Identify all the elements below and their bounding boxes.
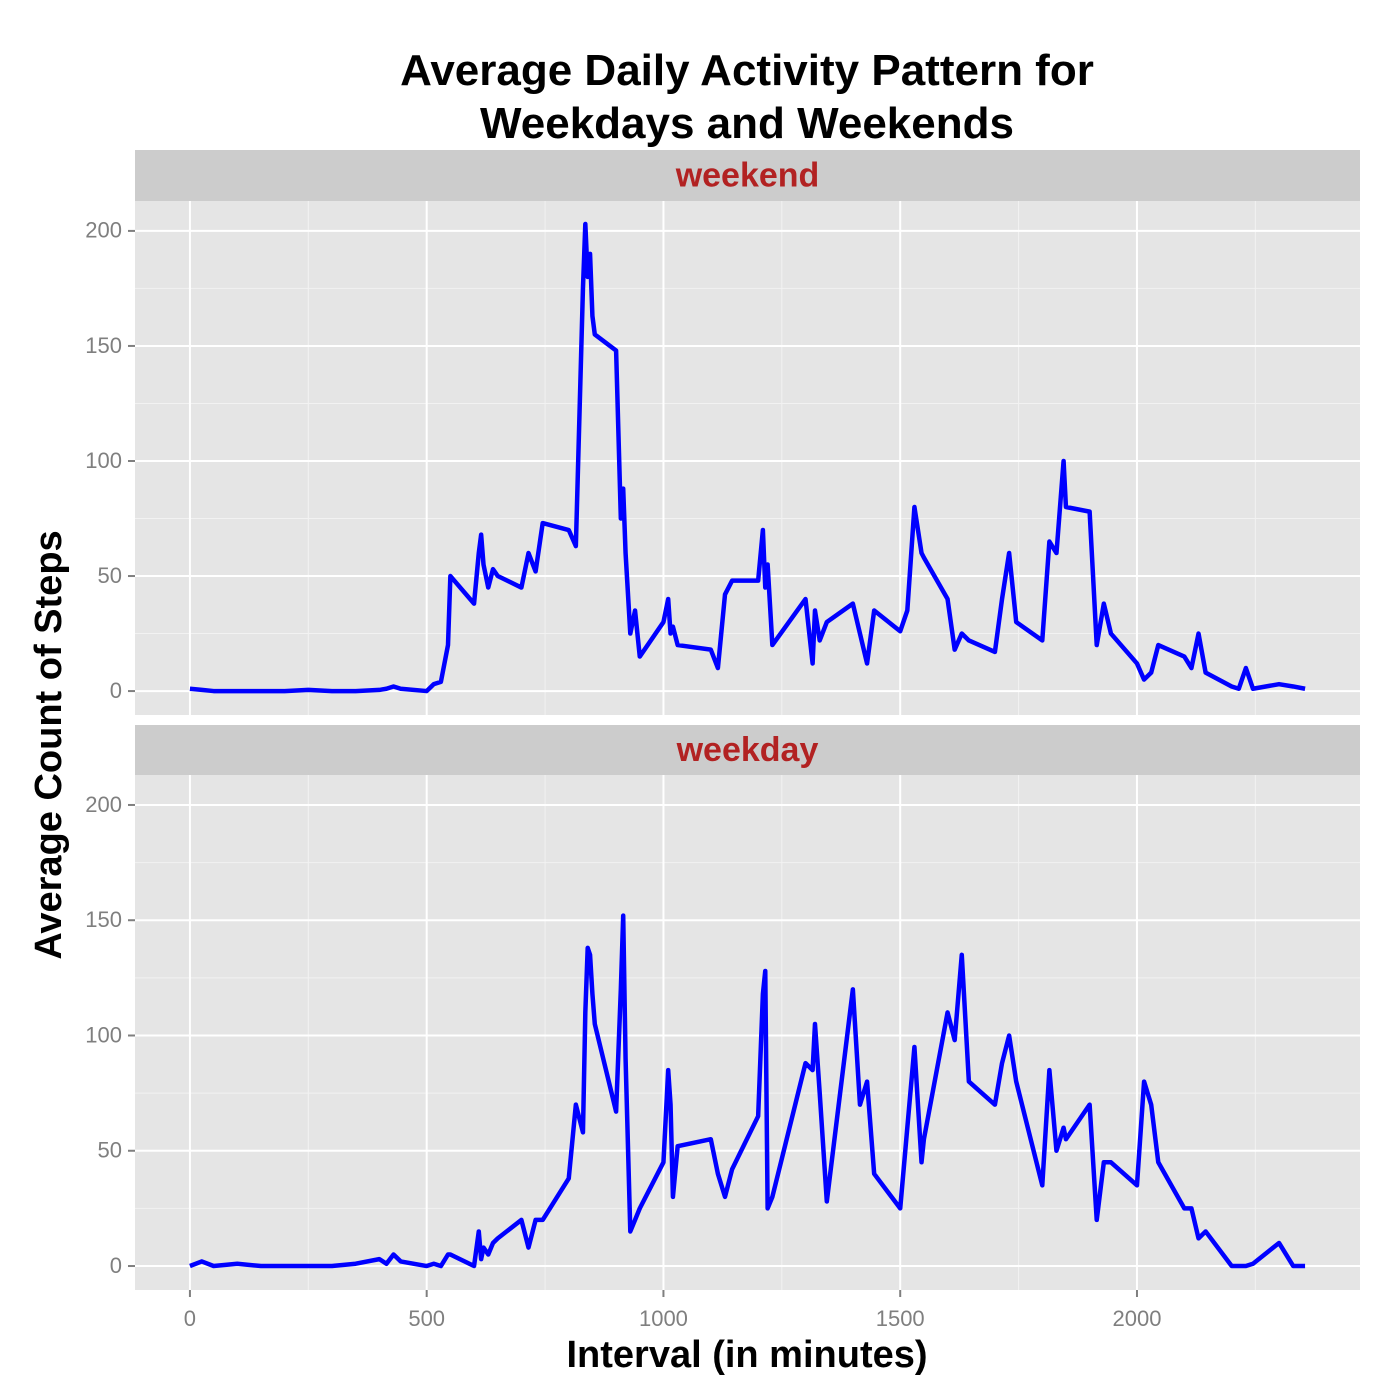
strip-label: weekday: [676, 731, 819, 769]
y-tick-label: 0: [110, 1253, 122, 1278]
y-tick-label: 100: [85, 1022, 122, 1047]
x-axis-label: Interval (in minutes): [566, 1334, 927, 1376]
y-axis-label: Average Count of Steps: [28, 530, 70, 959]
panel: [135, 201, 1360, 715]
strip-label: weekend: [675, 156, 820, 194]
y-tick-label: 150: [85, 907, 122, 932]
y-tick-label: 200: [85, 792, 122, 817]
y-tick-label: 150: [85, 333, 122, 358]
strip: [135, 150, 1360, 201]
y-tick-label: 100: [85, 448, 122, 473]
x-tick-label: 0: [184, 1306, 196, 1331]
x-tick-label: 2000: [1112, 1306, 1161, 1331]
data-line: [189, 913, 1306, 1269]
y-tick-label: 0: [110, 678, 122, 703]
chart-title: Average Daily Activity Pattern for Weekd…: [400, 46, 1094, 148]
y-tick-label: 50: [98, 563, 122, 588]
panel: [135, 775, 1360, 1290]
x-tick-label: 1000: [639, 1306, 688, 1331]
x-tick-label: 1500: [876, 1306, 925, 1331]
strip: [135, 725, 1360, 775]
y-tick-label: 200: [85, 218, 122, 243]
x-tick-label: 500: [408, 1306, 445, 1331]
y-tick-label: 50: [98, 1138, 122, 1163]
data-line: [189, 221, 1306, 694]
